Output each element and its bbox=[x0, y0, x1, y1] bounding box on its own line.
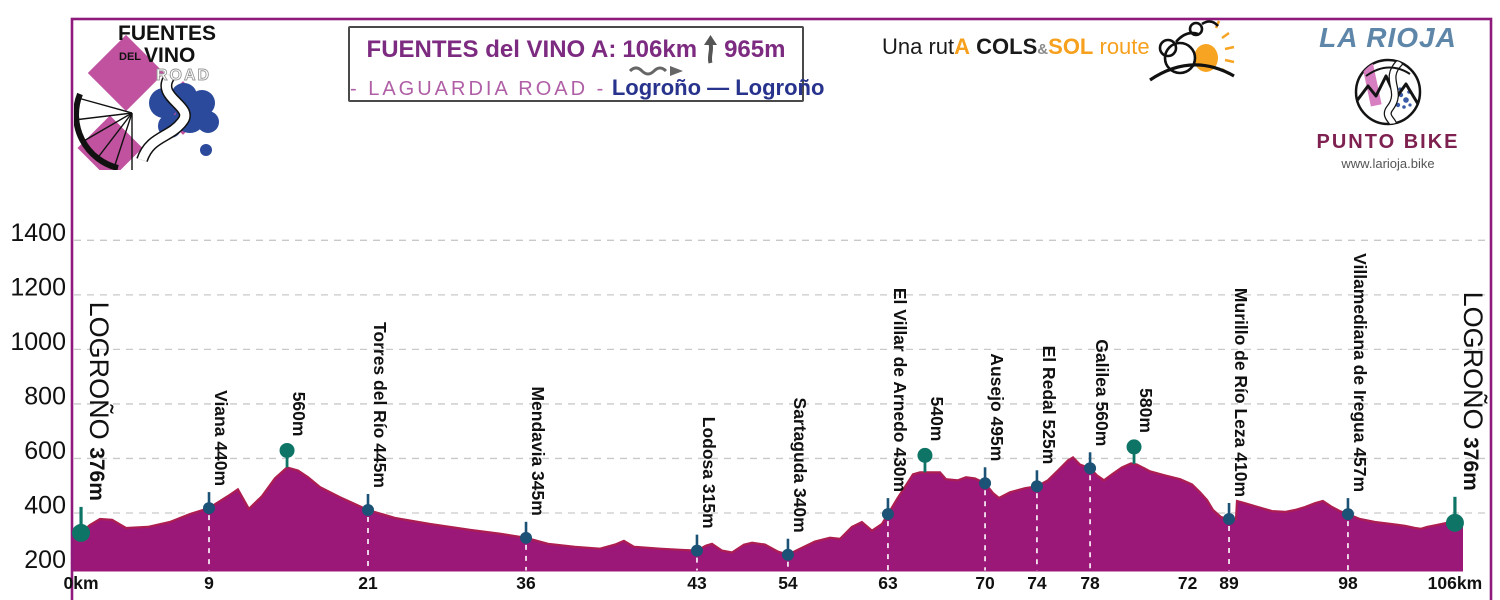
event-logo-del: DEL bbox=[119, 51, 141, 63]
waypoint-label: Murillo de Río Leza 410m bbox=[1231, 288, 1251, 497]
title-box: FUENTES del VINO A: 106km 965m - LAGUARD… bbox=[348, 26, 824, 102]
sun-rays-icon bbox=[1214, 20, 1235, 76]
title-distance: 106km bbox=[622, 36, 698, 63]
summit-dot bbox=[917, 447, 933, 463]
summit-dot bbox=[279, 442, 295, 458]
y-tick-label: 1200 bbox=[10, 273, 66, 301]
km-tick-label: 0km bbox=[64, 573, 99, 593]
town-dot bbox=[1223, 512, 1236, 525]
km-tick-label: 78 bbox=[1080, 573, 1100, 593]
event-logo-vino: VINO bbox=[144, 44, 195, 67]
km-tick-label: 70 bbox=[975, 573, 995, 593]
event-logo-graphic: FUENTES DEL VINO ROAD bbox=[73, 22, 219, 181]
town-dot bbox=[781, 548, 794, 561]
km-tick-label: 72 bbox=[1178, 573, 1198, 593]
title-series: FUENTES del VINO A: bbox=[366, 36, 617, 63]
profile-area bbox=[72, 457, 1463, 572]
town-dot bbox=[1030, 480, 1043, 493]
waypoint-label: Galilea 560m bbox=[1092, 339, 1112, 446]
event-logo: FUENTES DEL VINO ROAD bbox=[73, 18, 242, 181]
km-tick-label: 89 bbox=[1219, 573, 1239, 593]
sponsor-region: LA RIOJA bbox=[1319, 22, 1457, 53]
tagline-part1: Una rut bbox=[882, 34, 955, 59]
km-tick-label: 36 bbox=[516, 573, 536, 593]
km-tick-label: 21 bbox=[358, 573, 378, 593]
sponsor-block: LA RIOJA PUNTO BIKE www.larioja.bike bbox=[1296, 22, 1480, 171]
tagline-route-word: route bbox=[1099, 34, 1150, 59]
title-route: Logroño — Logroño bbox=[611, 75, 825, 100]
terminus-label: LOGROÑO 376m bbox=[84, 302, 115, 501]
waypoint-label: Lodosa 315m bbox=[699, 417, 719, 529]
summit-label: 580m bbox=[1136, 388, 1156, 433]
wavy-right-arrow-icon bbox=[629, 66, 684, 76]
road-icon bbox=[136, 72, 191, 163]
waypoint-label: El Villar de Arnedo 430m bbox=[890, 288, 910, 492]
waypoint-label: Mendavia 345m bbox=[528, 386, 548, 515]
terminus-label: LOGROÑO 376m bbox=[1458, 292, 1489, 491]
y-tick-label: 200 bbox=[24, 546, 66, 574]
town-dot bbox=[520, 531, 533, 544]
y-tick-label: 800 bbox=[24, 383, 66, 411]
km-tick-label: 74 bbox=[1027, 573, 1047, 593]
summit-label: 540m bbox=[927, 397, 947, 442]
title-line2: - LAGUARDIA ROAD - Logroño — Logroño bbox=[350, 75, 824, 101]
event-logo-title: FUENTES bbox=[118, 22, 216, 45]
town-dot bbox=[979, 477, 992, 490]
town-dot bbox=[362, 504, 375, 517]
mountain-logo-icon bbox=[1354, 58, 1422, 126]
km-tick-label: 9 bbox=[204, 573, 214, 593]
tagline-cols: COLS bbox=[976, 34, 1038, 59]
town-dot bbox=[690, 544, 703, 557]
tagline-part2: A bbox=[954, 34, 971, 59]
waypoint-label: Villamediana de Iregua 457m bbox=[1350, 253, 1370, 492]
town-dot bbox=[203, 502, 216, 515]
waypoint-label: Sartaguda 340m bbox=[790, 398, 810, 533]
waypoint-label: Viana 440m bbox=[211, 390, 231, 486]
summit-dot bbox=[1126, 439, 1142, 455]
bike-wheel-icon bbox=[73, 92, 133, 171]
summit-label: 560m bbox=[289, 392, 309, 437]
event-logo-road: ROAD bbox=[156, 67, 211, 84]
title-distance-wrap: 106km bbox=[622, 36, 698, 76]
profile-edge bbox=[71, 456, 1464, 556]
terminus-dot bbox=[72, 523, 91, 542]
town-dot bbox=[881, 508, 894, 521]
waypoint-label: Torres del Río 445m bbox=[370, 322, 390, 488]
sponsor-website: www.larioja.bike bbox=[1341, 156, 1435, 171]
waypoint-label: El Redal 525m bbox=[1039, 346, 1059, 465]
y-tick-label: 1000 bbox=[10, 328, 66, 356]
km-tick-label: 63 bbox=[878, 573, 898, 593]
y-tick-label: 1400 bbox=[10, 219, 66, 247]
tagline-amp: & bbox=[1037, 41, 1049, 58]
up-arrow-icon bbox=[704, 35, 718, 64]
title-line1: FUENTES del VINO A: 106km 965m bbox=[350, 35, 802, 76]
chart-frame bbox=[70, 17, 1493, 600]
title-road: - LAGUARDIA ROAD - bbox=[350, 78, 607, 100]
cyclist-sun-icon bbox=[1149, 20, 1235, 82]
y-tick-label: 400 bbox=[24, 492, 66, 520]
tagline: Una rutA COLS&SOL route bbox=[882, 34, 1150, 60]
waypoint-label: Ausejo 495m bbox=[987, 353, 1007, 461]
km-tick-label: 43 bbox=[687, 573, 707, 593]
town-dot bbox=[1341, 508, 1354, 521]
km-tick-label: 106km bbox=[1428, 573, 1483, 593]
sponsor-brand: PUNTO BIKE bbox=[1316, 131, 1460, 153]
cyclist-lines-icon bbox=[1149, 20, 1235, 82]
title-gain: 965m bbox=[724, 36, 786, 63]
y-tick-label: 600 bbox=[24, 437, 66, 465]
terminus-dot bbox=[1445, 513, 1464, 532]
town-dot bbox=[1084, 462, 1097, 475]
km-tick-label: 98 bbox=[1338, 573, 1358, 593]
tagline-sol: SOL bbox=[1048, 34, 1094, 59]
km-tick-label: 54 bbox=[778, 573, 798, 593]
